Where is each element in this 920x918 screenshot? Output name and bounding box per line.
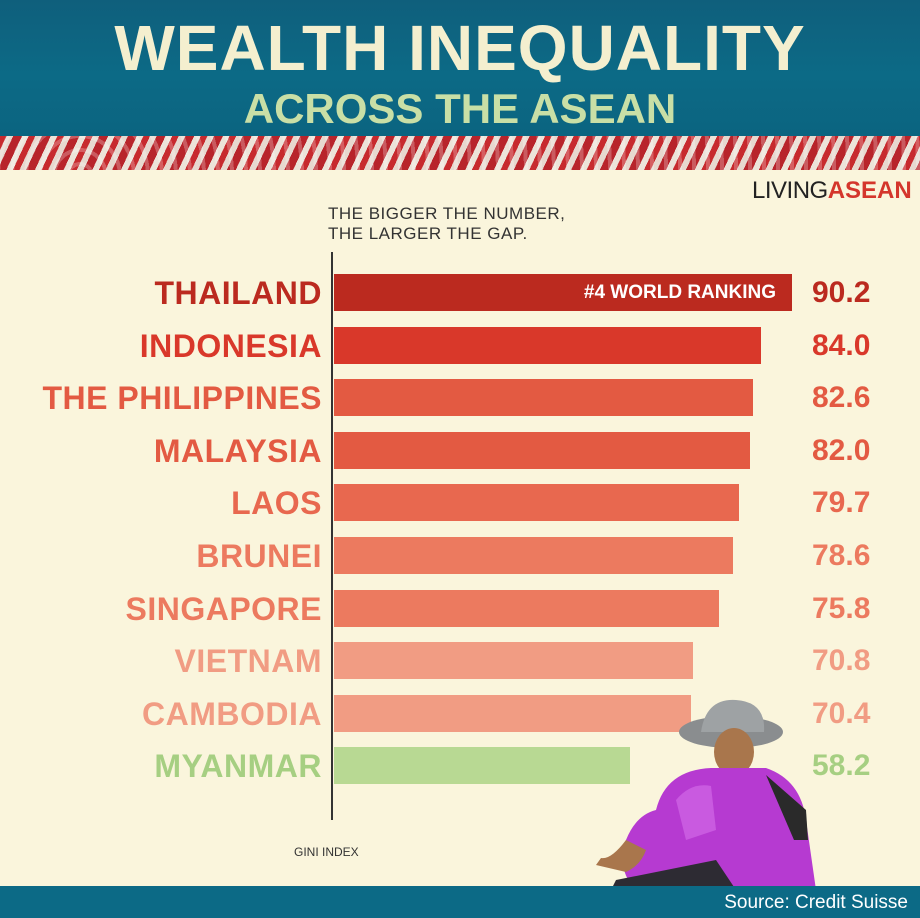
note-line-1: THE BIGGER THE NUMBER,: [328, 204, 566, 223]
bar: [334, 747, 630, 785]
page-title: WEALTH INEQUALITY: [114, 12, 806, 84]
category-label: BRUNEI: [196, 538, 322, 574]
category-label: INDONESIA: [139, 327, 322, 364]
decorative-banner: [0, 136, 920, 170]
chart-note: THE BIGGER THE NUMBER, THE LARGER THE GA…: [328, 204, 565, 244]
source-credit: Source: Credit Suisse: [724, 892, 908, 913]
bar: [334, 642, 694, 680]
value-label: 70.8: [812, 644, 871, 678]
x-axis-label: GINI INDEX: [294, 845, 359, 859]
category-label: MALAYSIA: [153, 432, 322, 469]
logo-text-living: LIVING: [752, 177, 828, 204]
page-subtitle: ACROSS THE ASEAN: [243, 85, 677, 132]
category-label: CAMBODIA: [142, 695, 322, 732]
value-label: 84.0: [812, 328, 871, 362]
value-label: 70.4: [812, 696, 871, 730]
category-label: VIETNAM: [174, 643, 322, 680]
category-label: LAOS: [231, 485, 322, 522]
category-label: MYANMAR: [154, 748, 322, 785]
value-label: 82.6: [812, 381, 871, 415]
value-label: 75.8: [812, 591, 871, 625]
y-axis-line: [331, 252, 333, 820]
value-label: 90.2: [812, 276, 871, 309]
value-label: 58.2: [812, 749, 871, 783]
note-line-2: THE LARGER THE GAP.: [328, 224, 528, 243]
category-label: SINGAPORE: [125, 590, 322, 627]
header: WEALTH INEQUALITY ACROSS THE ASEAN: [0, 0, 920, 136]
bar: [334, 589, 719, 627]
bar: [334, 484, 739, 522]
bar: [334, 537, 734, 574]
world-ranking-annotation: #4 WORLD RANKING: [583, 282, 776, 303]
bar: [334, 274, 792, 311]
value-label: 82.0: [812, 433, 871, 467]
value-label: 78.6: [812, 539, 871, 572]
bar: [334, 326, 761, 364]
bar: [334, 431, 751, 469]
footer-bar: [0, 886, 920, 918]
value-label: 79.7: [812, 486, 871, 520]
bar: [334, 694, 692, 732]
person-photo: [596, 699, 816, 890]
category-label: THE PHILIPPINES: [42, 380, 322, 417]
logo-text-asean: ASEAN: [827, 177, 912, 204]
bar: [334, 379, 754, 417]
brand-logo: LIVINGASEAN: [752, 176, 912, 206]
category-label: THAILAND: [154, 275, 322, 311]
